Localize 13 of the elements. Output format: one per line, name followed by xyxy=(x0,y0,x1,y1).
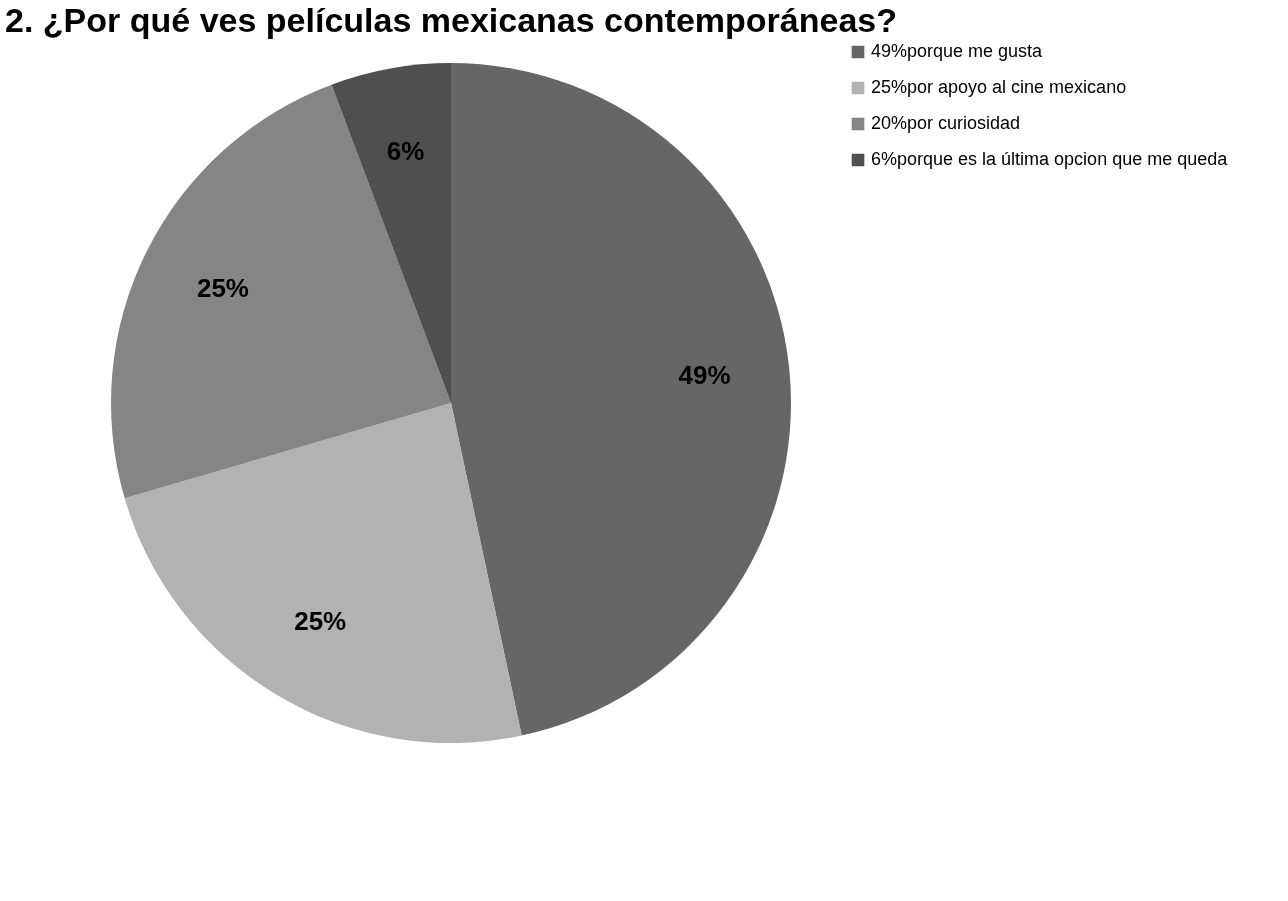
legend-label: 6%porque es la última opcion que me queda xyxy=(871,149,1229,169)
pie-slice xyxy=(111,84,451,499)
legend-label: 20%por curiosidad xyxy=(871,113,1021,133)
legend-label: 49%porque me gusta xyxy=(871,41,1044,61)
data-label: 6% xyxy=(386,136,425,167)
data-label: 49% xyxy=(678,360,731,391)
pie-slice xyxy=(451,63,791,736)
legend-label: 25%por apoyo al cine mexicano xyxy=(871,77,1127,97)
pie-slice xyxy=(124,403,522,743)
pie-slice xyxy=(331,63,451,403)
chart-title: 2. ¿Por qué ves películas mexicanas contemporáneas? xyxy=(5,1,897,39)
data-label: 25% xyxy=(196,272,249,303)
data-label: 25% xyxy=(294,605,347,636)
